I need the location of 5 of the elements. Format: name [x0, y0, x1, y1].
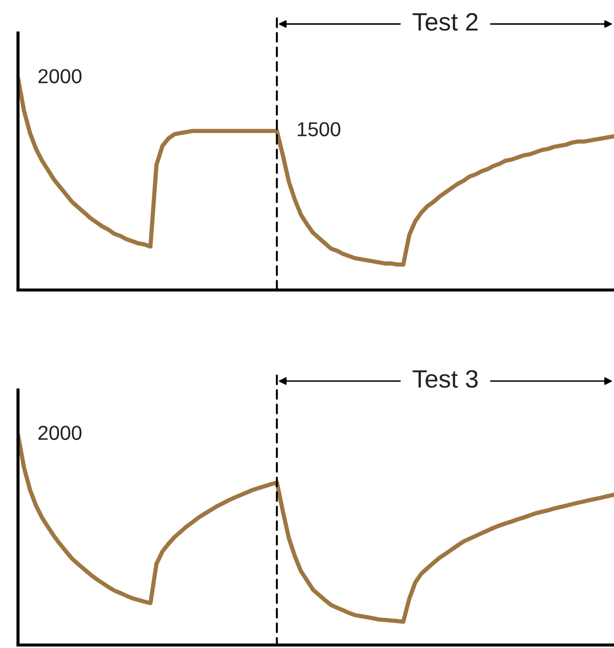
data-label: 1500: [298, 122, 340, 136]
text: Test 2: [412, 13, 478, 31]
text: Test 3: [412, 370, 478, 388]
data-label: 2000: [38, 69, 82, 84]
annotation: 2000: [38, 426, 82, 440]
